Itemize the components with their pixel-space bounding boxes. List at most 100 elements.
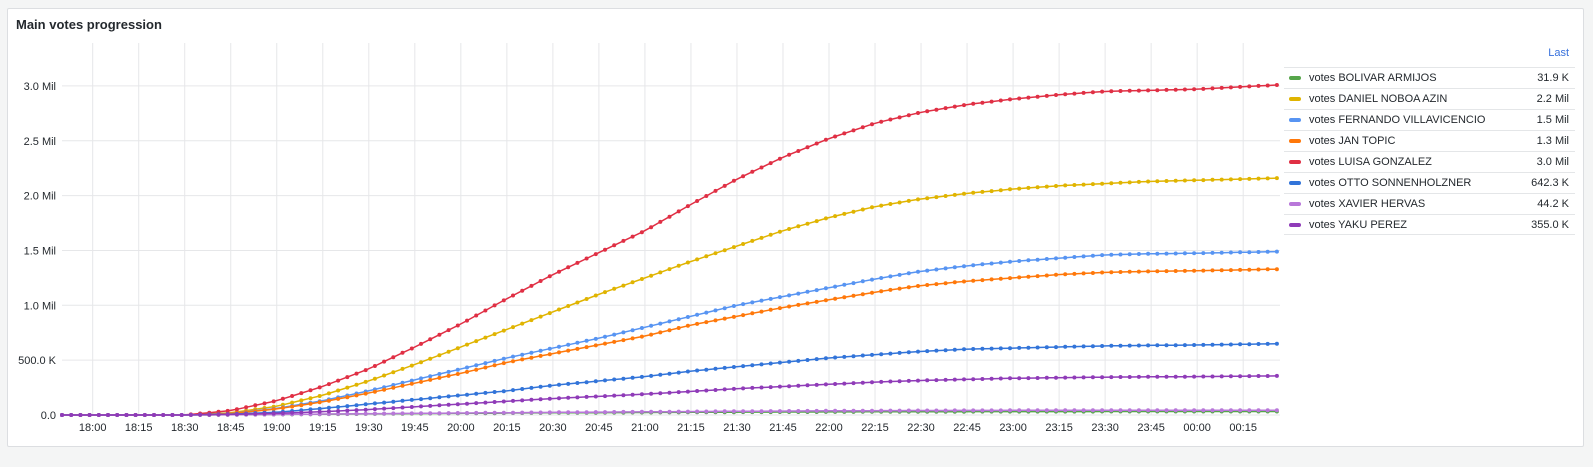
data-point — [455, 323, 460, 328]
data-point — [759, 409, 764, 414]
votes-line-chart[interactable]: 0.0 500.0 K 1.0 Mil 1.5 Mil 2.0 Mil 2.5 Mil 3.… — [8, 9, 1283, 448]
data-point — [1081, 408, 1086, 413]
data-point — [814, 382, 819, 387]
data-point — [814, 357, 819, 362]
legend-last-value: 44.2 K — [1537, 198, 1569, 210]
legend-last-value: 642.3 K — [1531, 177, 1569, 189]
legend-item[interactable]: votes JAN TOPIC 1.3 Mil — [1284, 130, 1575, 151]
y-axis: 0.0 500.0 K 1.0 Mil 1.5 Mil 2.0 Mil 2.5 Mil 3.… — [18, 81, 57, 422]
data-point — [529, 410, 534, 415]
legend-item[interactable]: votes YAKU PEREZ 355.0 K — [1284, 214, 1575, 235]
legend-series-name: votes YAKU PEREZ — [1309, 218, 1408, 231]
data-point — [1238, 267, 1243, 272]
data-point — [768, 161, 773, 166]
data-point — [382, 411, 387, 416]
data-point — [796, 302, 801, 307]
legend-item[interactable]: votes LUISA GONZALEZ 3.0 Mil — [1284, 151, 1575, 172]
data-point — [354, 393, 359, 398]
data-point — [455, 372, 460, 376]
data-point — [538, 353, 543, 358]
data-point — [823, 137, 828, 142]
data-point — [409, 411, 414, 416]
data-point — [483, 361, 488, 366]
data-point — [1265, 374, 1270, 378]
data-point — [925, 408, 930, 413]
legend-item[interactable]: votes DANIEL NOBOA AZIN 2.2 Mil — [1284, 88, 1575, 109]
data-point — [823, 298, 828, 303]
legend-item[interactable]: votes OTTO SONNENHOLZNER 642.3 K — [1284, 172, 1575, 193]
data-point — [1155, 251, 1160, 256]
data-point — [299, 410, 304, 415]
data-point — [971, 377, 976, 382]
series-votes-otto-sonnenholzner[interactable] — [60, 341, 1279, 417]
data-point — [474, 339, 479, 344]
data-point — [1192, 268, 1197, 273]
data-point — [345, 408, 350, 413]
x-axis: 18:00 18:15 18:30 18:45 19:00 19:15 19:30 19:45… — [79, 422, 1257, 434]
data-point — [198, 412, 203, 417]
data-point — [630, 336, 635, 341]
data-point — [621, 376, 626, 381]
data-point — [888, 274, 893, 279]
legend-item[interactable]: votes XAVIER HERVAS 44.2 K — [1284, 193, 1575, 214]
data-point — [741, 302, 746, 307]
panel-title[interactable]: Main votes progression — [16, 17, 162, 32]
data-point — [667, 371, 672, 376]
data-point — [1035, 376, 1040, 380]
data-point — [336, 396, 341, 401]
data-point — [612, 286, 617, 291]
data-point — [575, 260, 580, 265]
data-point — [290, 394, 295, 398]
data-point — [750, 363, 755, 368]
data-point — [814, 288, 819, 293]
data-point — [1081, 254, 1086, 259]
data-point — [465, 342, 469, 347]
data-point — [934, 107, 939, 112]
legend-sort-last[interactable]: Last — [1548, 47, 1569, 59]
data-point — [1219, 268, 1224, 273]
data-point — [529, 397, 534, 402]
data-point — [1173, 87, 1178, 92]
data-point — [805, 358, 810, 362]
data-point — [1210, 408, 1215, 413]
data-point — [1201, 178, 1206, 183]
data-point — [980, 408, 985, 413]
data-point — [980, 100, 985, 105]
data-point — [511, 388, 515, 393]
data-point — [1054, 93, 1058, 97]
data-point — [575, 300, 580, 305]
data-point — [1035, 94, 1040, 99]
data-point — [474, 367, 479, 372]
data-point — [1072, 408, 1077, 413]
data-point — [658, 391, 663, 396]
legend-item[interactable]: votes BOLIVAR ARMIJOS 31.9 K — [1284, 67, 1575, 88]
data-point — [419, 341, 423, 346]
data-point — [897, 115, 902, 120]
data-point — [695, 199, 700, 203]
data-point — [1265, 249, 1270, 254]
data-point — [584, 297, 589, 301]
data-point — [501, 361, 506, 366]
data-point — [860, 353, 865, 358]
data-point — [870, 205, 874, 210]
data-point — [722, 306, 727, 311]
data-point — [1274, 408, 1279, 413]
data-point — [437, 353, 442, 358]
series-votes-yaku-perez[interactable] — [60, 373, 1279, 417]
data-point — [630, 280, 635, 285]
data-point — [943, 348, 948, 353]
data-point — [1054, 256, 1058, 261]
data-point — [529, 350, 534, 355]
data-point — [888, 202, 893, 206]
data-point — [823, 382, 828, 387]
data-point — [722, 316, 727, 321]
data-point — [934, 348, 939, 353]
data-point — [593, 336, 598, 341]
data-point — [372, 407, 377, 412]
data-point — [225, 412, 230, 417]
data-point — [501, 356, 506, 361]
series-votes-daniel-noboa-azin[interactable] — [60, 176, 1279, 417]
data-point — [649, 332, 654, 337]
data-point — [1146, 251, 1151, 256]
legend-item[interactable]: votes FERNANDO VILLAVICENCIO 1.5 Mil — [1284, 109, 1575, 130]
